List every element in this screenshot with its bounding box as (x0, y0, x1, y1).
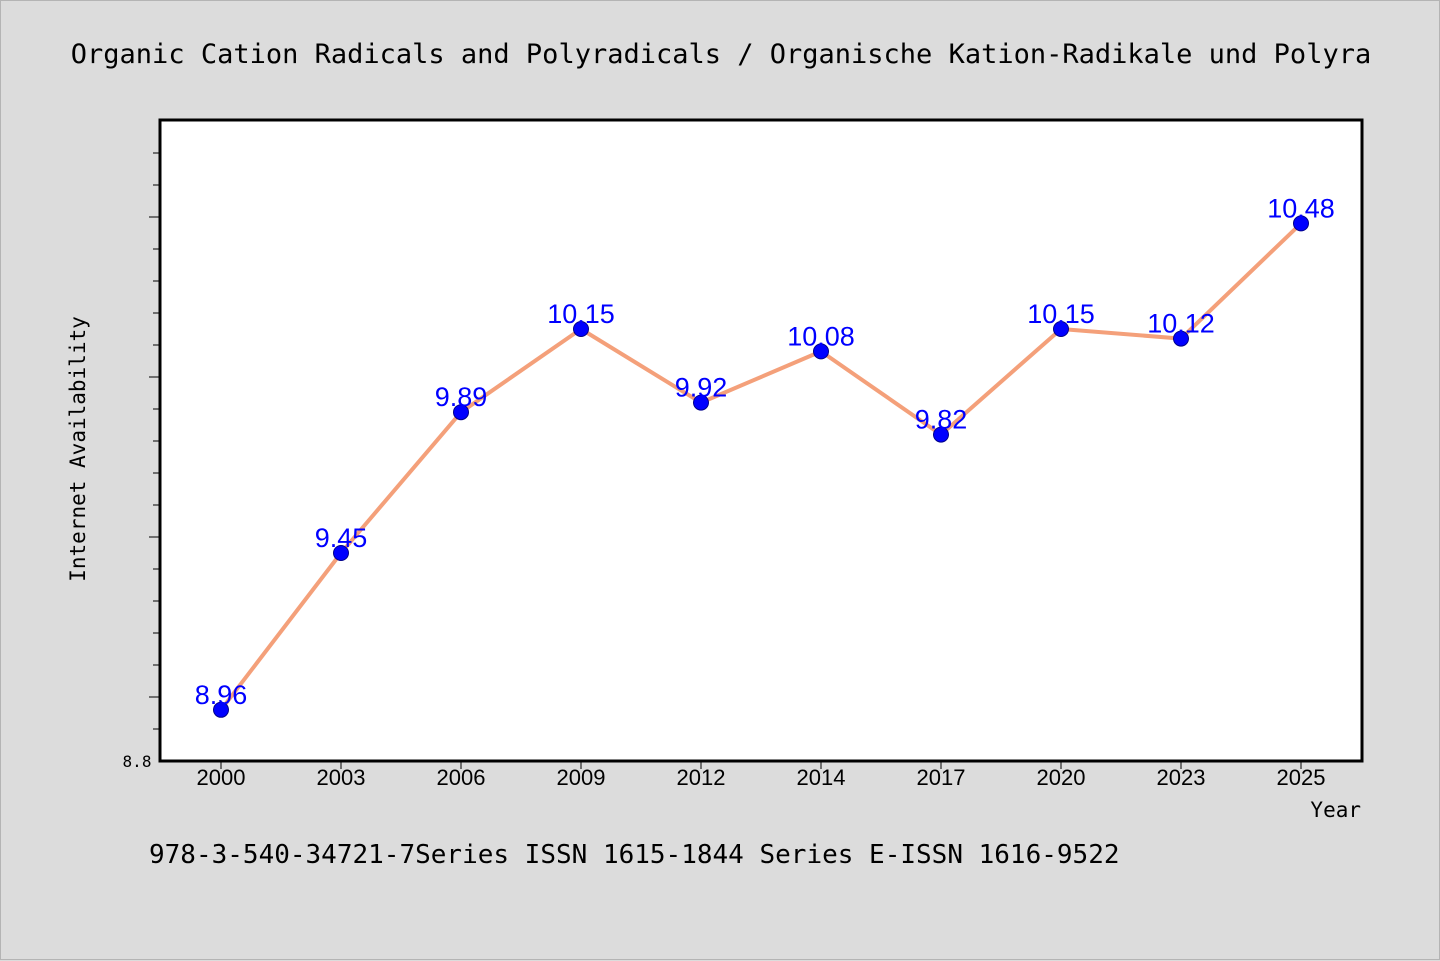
plot-area (158, 118, 1364, 763)
y-axis-title: Internet Availability (66, 316, 90, 582)
footer-text: 978-3-540-34721-7Series ISSN 1615-1844 S… (149, 840, 1120, 870)
data-label: 9.89 (435, 382, 488, 412)
y-axis-ticks (149, 152, 161, 730)
data-label: 9.82 (915, 405, 968, 435)
x-tick-label: 2000 (197, 765, 246, 790)
data-label: 8.96 (195, 680, 248, 710)
data-label: 9.92 (675, 373, 728, 403)
series-layer: 8.96 9.45 9.89 10.15 9.92 10.08 9.82 10.15 10.12… (195, 193, 1335, 718)
data-point (1053, 321, 1069, 337)
data-point (693, 394, 709, 411)
data-label: 10.12 (1147, 309, 1215, 339)
data-label: 10.15 (547, 299, 615, 329)
data-label: 10.48 (1267, 193, 1335, 223)
data-label: 9.45 (315, 523, 368, 553)
data-point (813, 343, 829, 360)
data-point (933, 426, 949, 443)
data-point (1293, 215, 1309, 232)
x-tick-label: 2012 (677, 765, 726, 790)
chart-title: Organic Cation Radicals and Polyradicals… (71, 39, 1371, 70)
data-point (333, 545, 349, 561)
data-point (573, 321, 589, 337)
x-tick-label: 2006 (437, 765, 486, 790)
data-point (453, 404, 469, 421)
x-tick-label: 2020 (1037, 765, 1086, 790)
series-line (219, 221, 1303, 712)
x-tick-label: 2017 (917, 765, 966, 790)
x-axis-ticks: 2000 2003 2006 2009 2012 2014 2017 2020 2023 2025 (197, 761, 1326, 790)
x-tick-label: 2025 (1277, 765, 1326, 790)
data-label: 10.15 (1027, 299, 1095, 329)
y-tick-label: 8.8 (123, 752, 152, 771)
x-tick-label: 2014 (797, 765, 846, 790)
data-label: 10.08 (787, 321, 855, 351)
data-point (1173, 330, 1189, 347)
data-point (213, 701, 229, 718)
x-axis-title: Year (1310, 798, 1361, 822)
x-tick-label: 2023 (1157, 765, 1206, 790)
x-tick-label: 2003 (317, 765, 366, 790)
x-tick-label: 2009 (557, 765, 606, 790)
